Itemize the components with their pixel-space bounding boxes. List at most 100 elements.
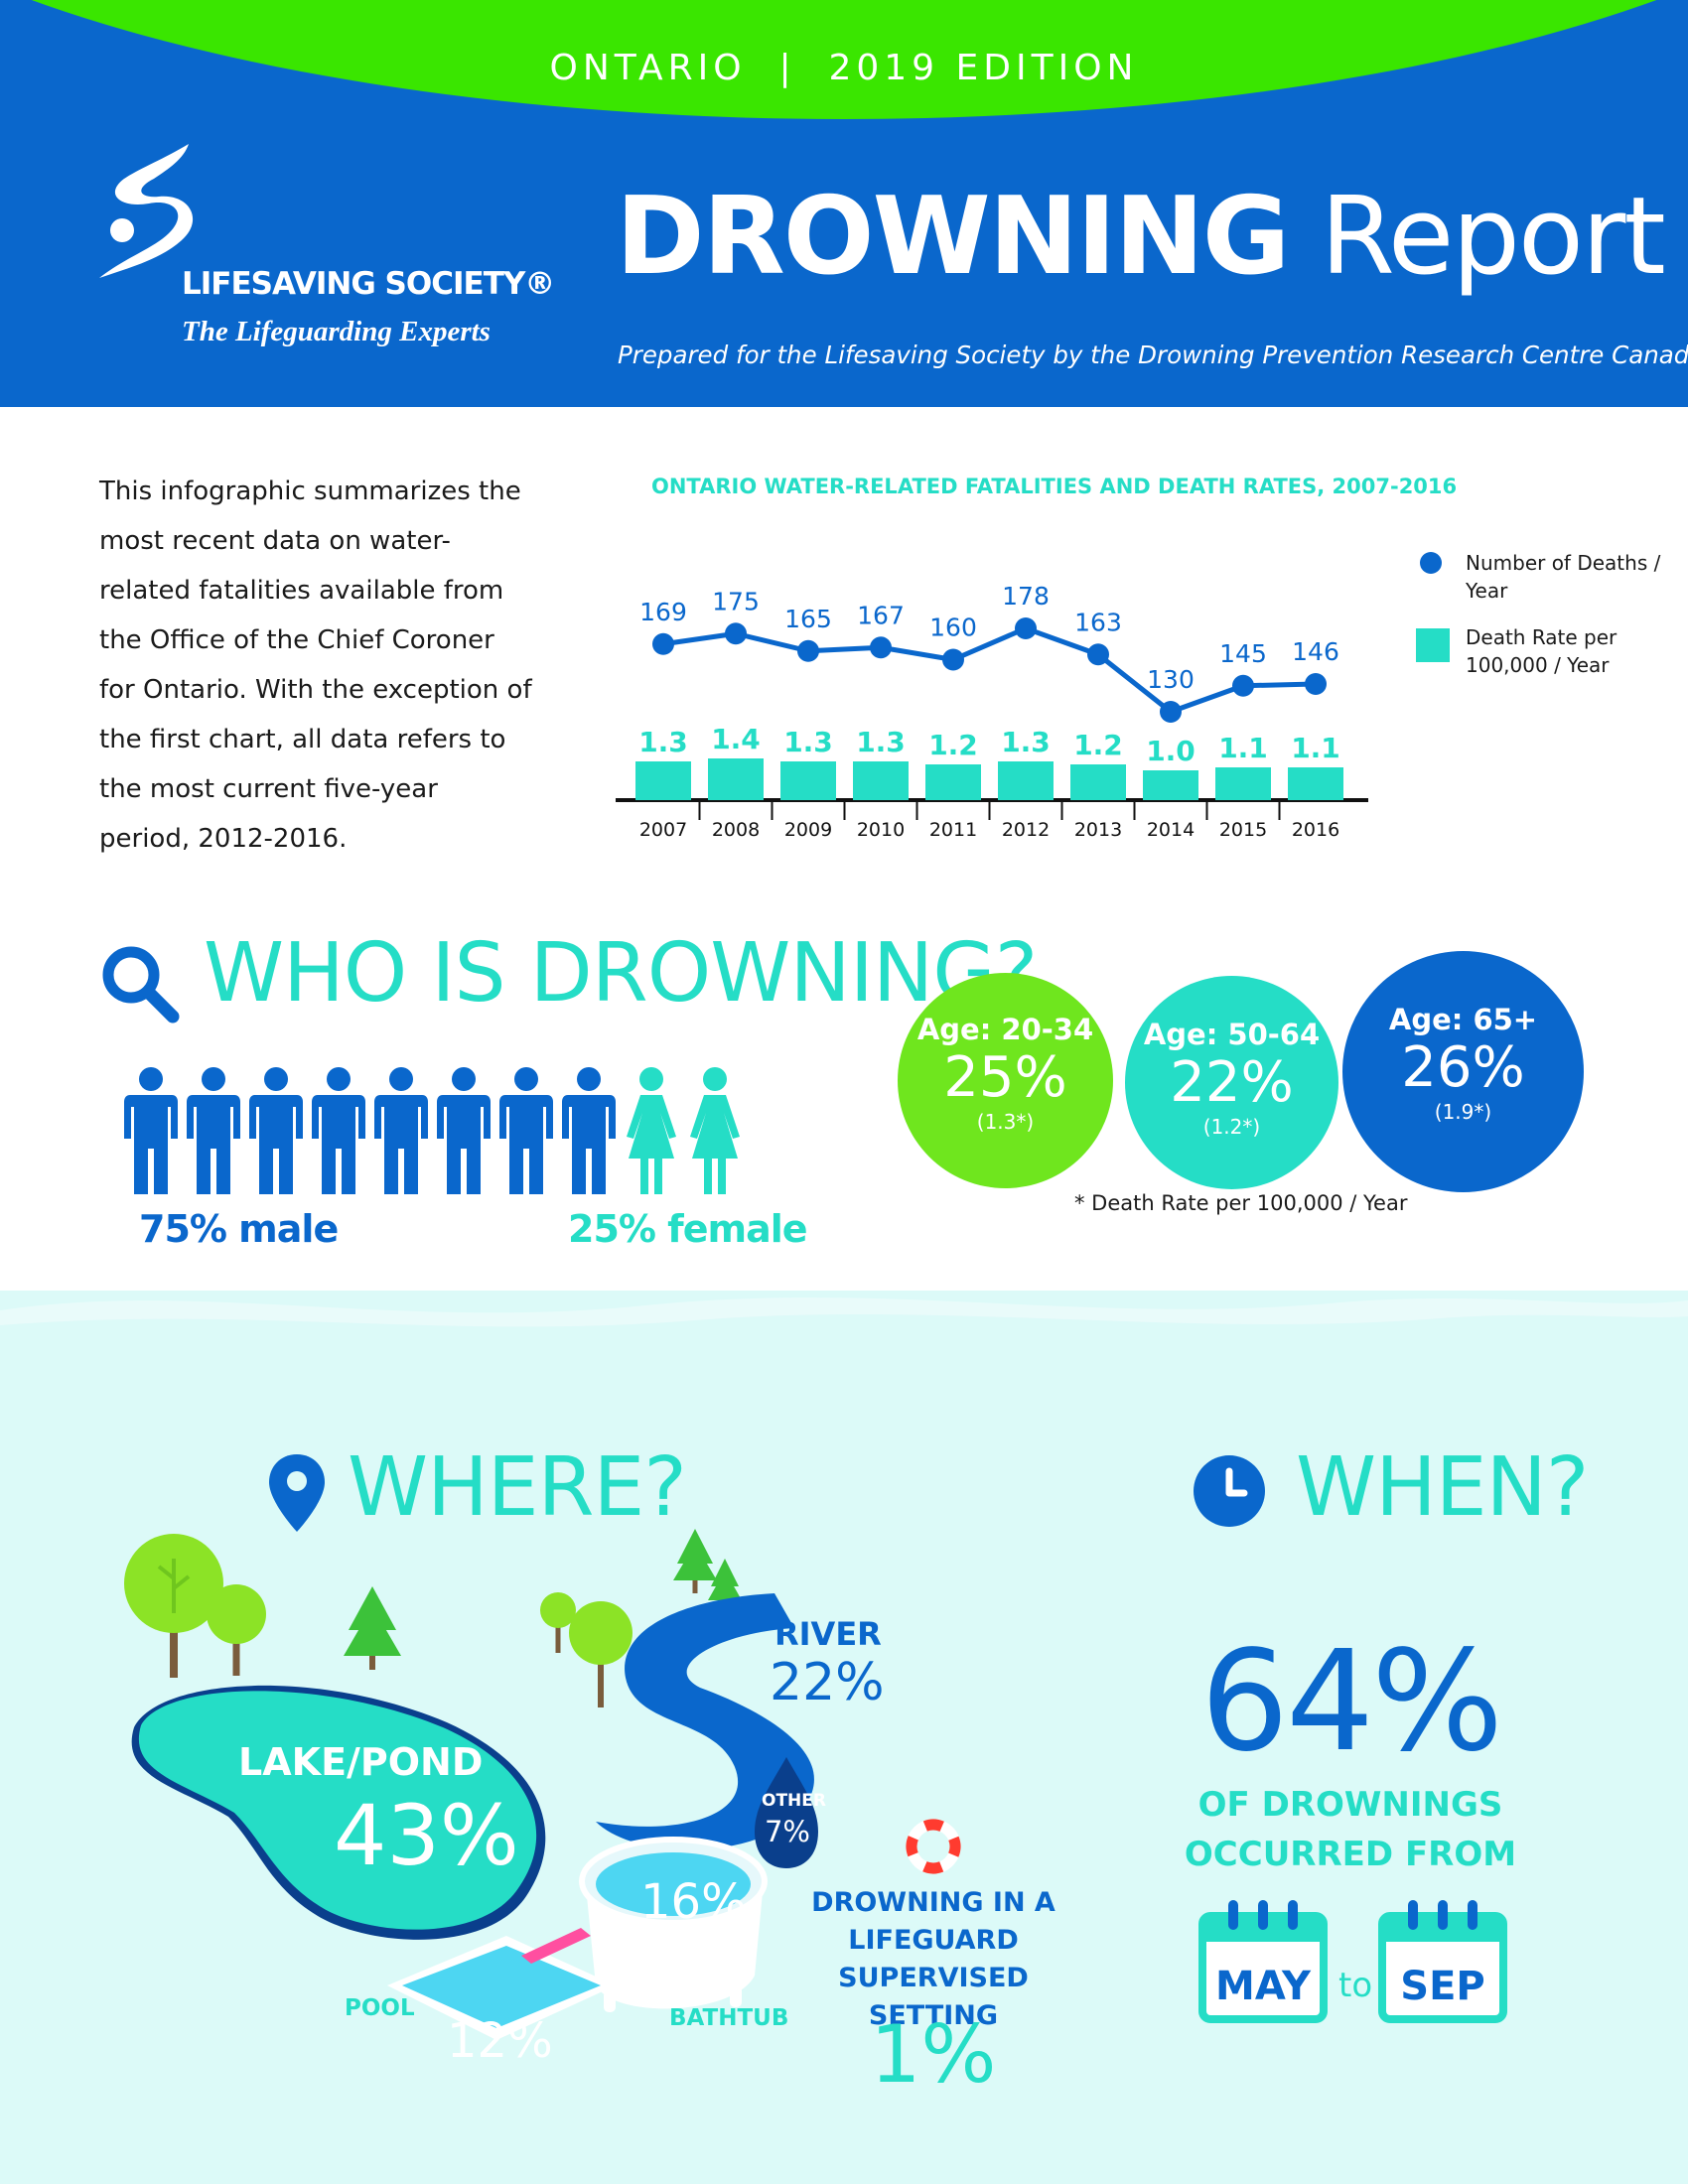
tree-icon	[124, 1534, 223, 1678]
rate-bar-label: 1.2	[928, 729, 978, 761]
legend-deaths-label: Number of Deaths / Year	[1466, 551, 1661, 603]
male-person-icon	[124, 1067, 178, 1194]
deaths-point	[1305, 673, 1327, 695]
rate-bar-label: 1.1	[1218, 732, 1268, 764]
rate-bar-label: 1.0	[1146, 735, 1196, 767]
river-percentage: 22%	[770, 1653, 885, 1712]
year-tick-label: 2008	[712, 819, 760, 841]
deaths-point	[1015, 617, 1037, 639]
male-person-icon	[312, 1067, 365, 1194]
rate-bar	[998, 761, 1054, 800]
water-drop-icon	[755, 1757, 818, 1868]
report-title: DROWNING Report	[616, 184, 1666, 291]
rate-bar-label: 1.1	[1291, 732, 1340, 764]
tree-icon	[569, 1601, 633, 1707]
lake-pond-label: LAKE/POND	[238, 1740, 484, 1784]
rate-bar-label: 1.3	[638, 726, 688, 758]
deaths-point	[942, 648, 964, 671]
rate-bar	[1143, 770, 1198, 800]
age-percentage: 25%	[943, 1045, 1067, 1110]
other-label: OTHER	[762, 1791, 826, 1811]
legend-rate-label: Death Rate per 100,000 / Year	[1466, 625, 1618, 677]
river-shape	[596, 1593, 814, 1850]
deaths-point	[725, 622, 747, 645]
lifeguard-setting-text: DROWNING IN A LIFEGUARD SUPERVISED SETTI…	[811, 1887, 1055, 2031]
edition-label: ONTARIO | 2019 EDITION	[549, 48, 1139, 88]
legend-deaths-marker	[1420, 552, 1442, 574]
to-word: to	[1338, 1966, 1373, 2005]
pool-percentage: 12%	[447, 2013, 553, 2069]
lifeguard-setting-percentage: 1%	[870, 2008, 997, 2101]
lifesaving-society-logo-icon	[99, 144, 194, 278]
deaths-point	[1232, 674, 1254, 697]
male-person-icon	[499, 1067, 553, 1194]
deaths-point-label: 175	[712, 587, 760, 615]
male-person-icon	[437, 1067, 491, 1194]
year-tick-label: 2013	[1074, 819, 1122, 841]
who-title: WHO IS DROWNING?	[204, 926, 1038, 1021]
deaths-point-label: 167	[857, 601, 905, 629]
year-tick-label: 2011	[929, 819, 977, 841]
rate-bar	[853, 761, 909, 800]
chart-title: ONTARIO WATER-RELATED FATALITIES AND DEA…	[651, 475, 1458, 498]
year-tick-label: 2016	[1292, 819, 1339, 841]
title-light: Report	[1320, 175, 1666, 299]
rate-bar	[1288, 767, 1343, 800]
where-title: WHERE?	[348, 1440, 687, 1535]
bathtub-icon	[579, 1837, 768, 2012]
pine-tree-icon	[673, 1529, 717, 1593]
female-percentage: 25% female	[568, 1207, 808, 1251]
calendar-icon	[1198, 1900, 1328, 2023]
rate-bar-label: 1.2	[1073, 729, 1123, 761]
year-tick-label: 2009	[784, 819, 832, 841]
age-rate: (1.9*)	[1434, 1100, 1492, 1125]
deaths-point-label: 178	[1002, 582, 1050, 611]
male-person-icon	[374, 1067, 428, 1194]
age-percentage: 22%	[1170, 1050, 1294, 1115]
report-subtitle: Prepared for the Lifesaving Society by t…	[618, 341, 1688, 369]
year-tick-label: 2007	[639, 819, 687, 841]
rate-bar	[780, 761, 836, 800]
deaths-point	[870, 636, 892, 659]
calendar-icon	[1378, 1900, 1507, 2023]
deaths-point-label: 130	[1147, 665, 1195, 694]
when-description: OF DROWNINGS OCCURRED FROM	[1184, 1785, 1517, 1874]
rate-bar	[925, 764, 981, 800]
age-circle-20-34: Age: 20-34 25% (1.3*)	[898, 973, 1113, 1188]
deaths-point	[652, 632, 674, 655]
rate-bar-label: 1.4	[711, 723, 761, 755]
search-icon	[102, 946, 180, 1024]
age-circle-65-plus: Age: 65+ 26% (1.9*)	[1342, 951, 1584, 1192]
deaths-point-label: 160	[929, 614, 977, 642]
male-person-icon	[562, 1067, 616, 1194]
deaths-line	[662, 625, 1317, 715]
location-pin-icon	[269, 1454, 325, 1532]
deaths-point-label: 163	[1074, 608, 1122, 636]
fatalities-chart: 1.3 1.4 1.3 1.3 1.2 1.3 1.2 1.0 1.1 1.1 2007 2008 20…	[616, 582, 1368, 841]
from-month: MAY	[1215, 1964, 1311, 2009]
year-tick-label: 2010	[857, 819, 905, 841]
when-title: WHEN?	[1296, 1440, 1589, 1535]
bathtub-label: BATHTUB	[669, 2005, 789, 2031]
water-locations-illustration	[124, 1529, 818, 2040]
rate-bar	[1070, 764, 1126, 800]
deaths-point-label: 145	[1219, 639, 1267, 668]
lifebuoy-icon	[906, 1819, 961, 1874]
death-rate-footnote: * Death Rate per 100,000 / Year	[1074, 1191, 1408, 1215]
deaths-point-label: 169	[639, 598, 687, 626]
wave-decoration	[0, 1297, 1688, 1360]
deaths-point	[797, 639, 819, 662]
report-header: ONTARIO | 2019 EDITION LIFESAVING SOCIET…	[0, 0, 1688, 407]
age-rate: (1.3*)	[976, 1110, 1035, 1135]
age-circle-50-64: Age: 50-64 22% (1.2*)	[1125, 976, 1338, 1189]
when-percentage: 64%	[1199, 1621, 1503, 1783]
rate-bar-label: 1.3	[856, 726, 906, 758]
year-tick-label: 2014	[1147, 819, 1195, 841]
tree-icon	[540, 1592, 576, 1653]
legend-rate-marker	[1416, 628, 1450, 662]
rate-bar	[708, 758, 764, 800]
title-bold: DROWNING	[616, 175, 1290, 299]
pool-label: POOL	[345, 1995, 415, 2021]
year-tick-label: 2015	[1219, 819, 1267, 841]
pool-icon	[387, 1928, 616, 2040]
